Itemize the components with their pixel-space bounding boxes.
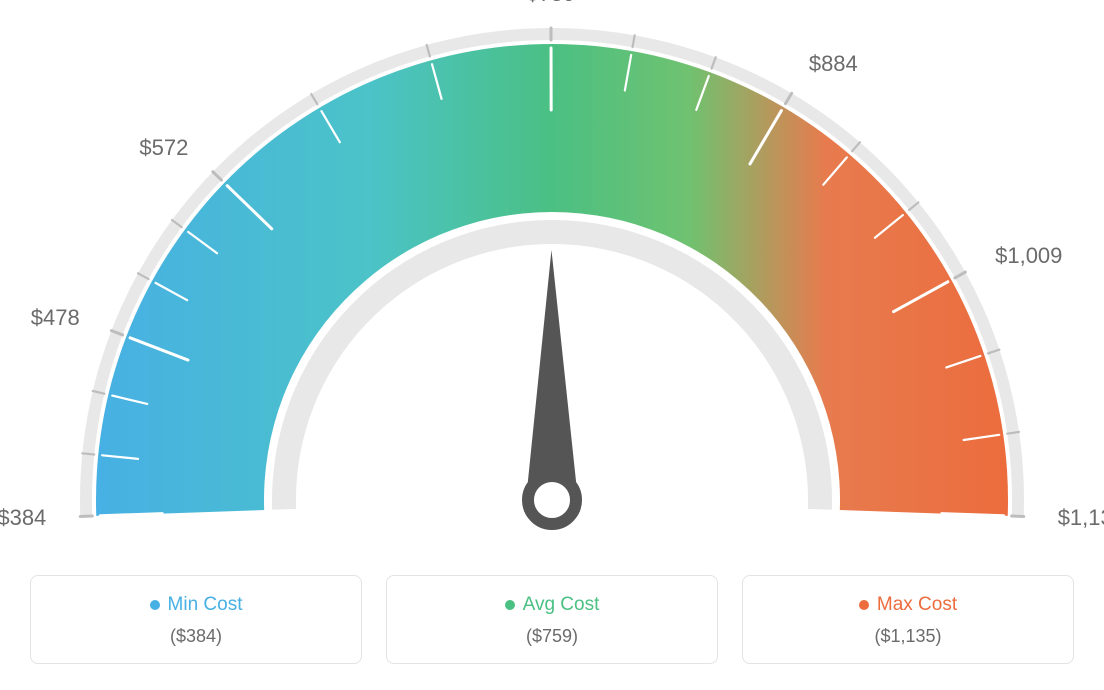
legend-label: Max Cost: [877, 594, 957, 616]
gauge-needle: [526, 250, 578, 500]
legend-card-max: Max Cost ($1,135): [742, 575, 1074, 664]
legend-card-min: Min Cost ($384): [30, 575, 362, 664]
legend-value: ($759): [397, 626, 707, 647]
legend-dot-icon: [150, 600, 160, 610]
tick-label: $884: [809, 51, 858, 77]
tick-label: $384: [0, 505, 46, 531]
legend-title: Max Cost: [859, 594, 957, 616]
legend-card-avg: Avg Cost ($759): [386, 575, 718, 664]
tick-label: $478: [31, 305, 80, 331]
legend-label: Min Cost: [168, 594, 243, 616]
legend-dot-icon: [505, 600, 515, 610]
tick-label: $1,009: [995, 243, 1062, 269]
legend-value: ($1,135): [753, 626, 1063, 647]
legend-label: Avg Cost: [523, 594, 600, 616]
legend-dot-icon: [859, 600, 869, 610]
gauge-chart: $384 $478 $572 $759 $884 $1,009 $1,135: [0, 0, 1104, 560]
legend-row: Min Cost ($384) Avg Cost ($759) Max Cost…: [30, 575, 1074, 664]
legend-title: Min Cost: [150, 594, 243, 616]
legend-value: ($384): [41, 626, 351, 647]
tick-label: $759: [526, 0, 575, 7]
tick-label: $1,135: [1058, 505, 1104, 531]
tick-label: $572: [139, 135, 188, 161]
legend-title: Avg Cost: [505, 594, 600, 616]
